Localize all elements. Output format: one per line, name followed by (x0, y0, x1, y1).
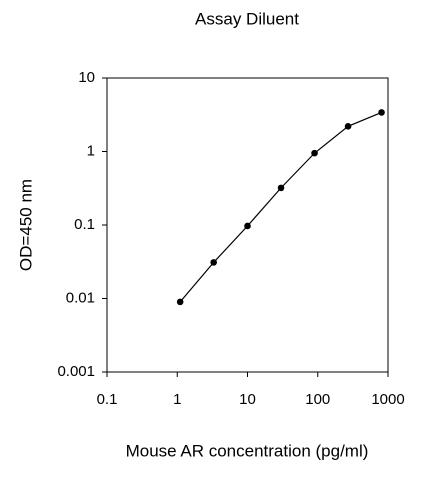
y-tick-label: 10 (78, 69, 95, 86)
y-axis-label: OD=450 nm (16, 179, 35, 271)
y-tick-label: 0.001 (57, 363, 95, 380)
data-line (179, 111, 382, 303)
x-tick-label: 100 (305, 391, 330, 408)
data-point (210, 259, 217, 266)
data-point (277, 184, 285, 192)
y-tick-label: 1 (87, 142, 95, 159)
data-point (378, 109, 385, 116)
y-tick-label: 0.1 (74, 216, 95, 233)
x-tick-label: 1000 (371, 391, 404, 408)
x-tick-label: 1 (173, 391, 181, 408)
y-tick-label: 0.01 (66, 289, 95, 306)
x-tick-label: 10 (239, 391, 256, 408)
data-point (176, 298, 184, 306)
data-point (344, 123, 352, 130)
data-point (311, 149, 318, 157)
chart-title: Assay Diluent (195, 9, 299, 28)
data-point (244, 222, 251, 230)
x-axis-label: Mouse AR concentration (pg/ml) (126, 441, 369, 460)
x-tick-label: 0.1 (97, 391, 118, 408)
